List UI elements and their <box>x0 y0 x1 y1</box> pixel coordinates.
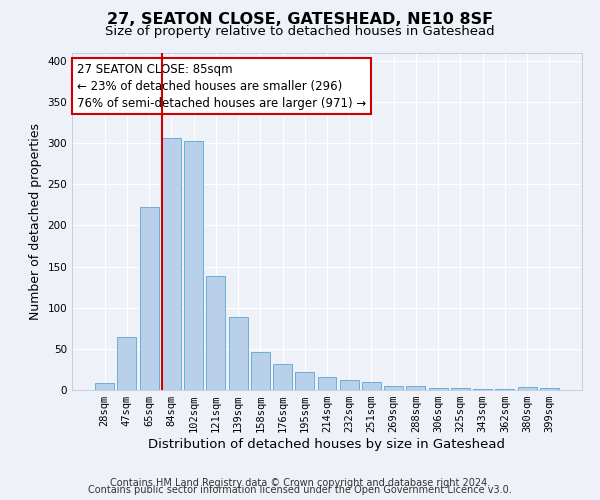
Y-axis label: Number of detached properties: Number of detached properties <box>29 122 42 320</box>
Bar <box>340 380 359 390</box>
Bar <box>295 372 314 390</box>
Bar <box>229 316 248 390</box>
Bar <box>518 386 536 390</box>
Text: Contains public sector information licensed under the Open Government Licence v3: Contains public sector information licen… <box>88 485 512 495</box>
Bar <box>162 138 181 390</box>
Bar <box>362 382 381 390</box>
Text: Contains HM Land Registry data © Crown copyright and database right 2024.: Contains HM Land Registry data © Crown c… <box>110 478 490 488</box>
Bar <box>273 364 292 390</box>
Bar <box>95 382 114 390</box>
Bar <box>451 388 470 390</box>
Bar <box>118 338 136 390</box>
Bar <box>317 377 337 390</box>
Bar <box>384 386 403 390</box>
Text: 27, SEATON CLOSE, GATESHEAD, NE10 8SF: 27, SEATON CLOSE, GATESHEAD, NE10 8SF <box>107 12 493 28</box>
Bar <box>140 208 158 390</box>
Bar <box>206 276 225 390</box>
X-axis label: Distribution of detached houses by size in Gateshead: Distribution of detached houses by size … <box>149 438 505 451</box>
Bar <box>496 389 514 390</box>
Bar <box>251 352 270 390</box>
Text: 27 SEATON CLOSE: 85sqm
← 23% of detached houses are smaller (296)
76% of semi-de: 27 SEATON CLOSE: 85sqm ← 23% of detached… <box>77 62 367 110</box>
Bar <box>406 386 425 390</box>
Bar <box>184 140 203 390</box>
Text: Size of property relative to detached houses in Gateshead: Size of property relative to detached ho… <box>105 25 495 38</box>
Bar <box>473 389 492 390</box>
Bar <box>429 388 448 390</box>
Bar <box>540 388 559 390</box>
